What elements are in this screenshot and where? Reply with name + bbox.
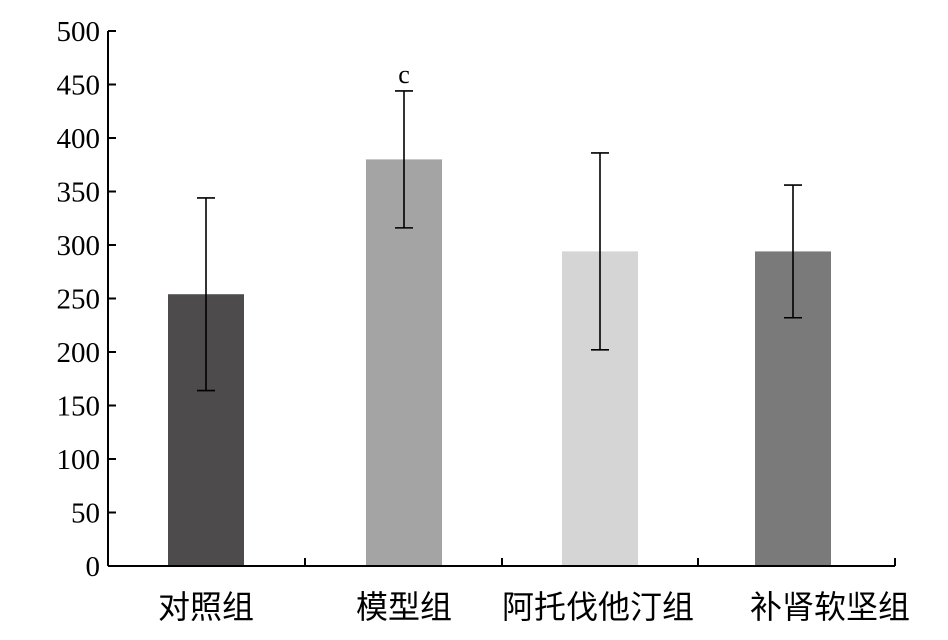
y-tick-label: 350 [57,177,101,209]
y-tick-label: 0 [86,551,101,583]
bars-layer [168,159,831,567]
error-bar-3 [591,152,609,351]
y-tick-label: 50 [71,498,100,530]
labels-layer: 0 50 100 150 200 250 300 350 400 450 500 对照组 模型组 阿托伐他… [57,16,911,626]
x-category-label: 补肾软坚组 [750,588,910,626]
y-tick-label: 450 [57,70,101,102]
y-tick-label: 250 [57,284,101,316]
error-bar-2 [395,90,413,229]
significance-label: c [398,60,410,89]
x-category-label: 对照组 [158,588,254,626]
y-tick-label: 100 [57,444,101,476]
x-category-label: 阿托伐他汀组 [502,588,694,626]
error-bar-4 [784,184,802,319]
error-bar-1 [197,197,215,392]
y-tick-label: 500 [57,16,101,48]
y-tick-label: 400 [57,123,101,155]
x-category-label: 模型组 [356,588,452,626]
y-tick-label: 300 [57,230,101,262]
axes [107,30,896,567]
error-bars-layer [197,90,802,392]
y-tick-label: 150 [57,391,101,423]
y-tick-label: 200 [57,337,101,369]
